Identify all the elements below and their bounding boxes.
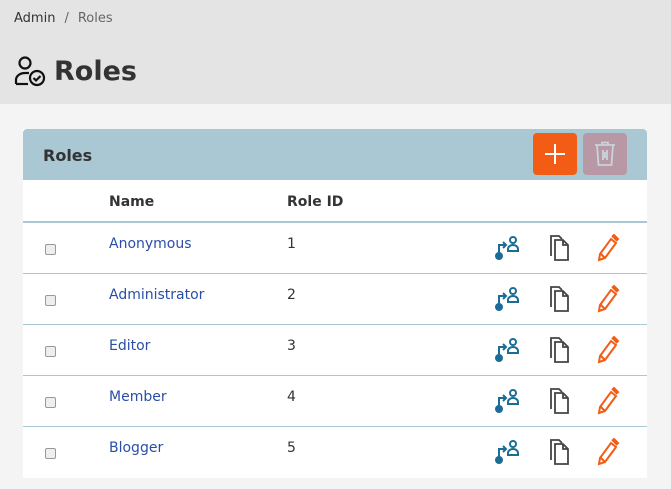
role-id: 3 [287,338,296,354]
table-row: Blogger 5 [23,427,647,478]
copy-icon[interactable] [547,387,573,415]
page-header: Admin / Roles Roles [0,0,671,104]
role-name-link[interactable]: Anonymous [109,236,192,252]
user-check-icon [14,56,46,87]
column-role-id[interactable]: Role ID [287,194,344,210]
assign-user-icon[interactable] [495,336,521,364]
table-row: Member 4 [23,376,647,427]
row-checkbox[interactable] [45,295,56,306]
role-id: 1 [287,236,296,252]
role-name-link[interactable]: Editor [109,338,151,354]
role-name-link[interactable]: Administrator [109,287,205,303]
table-header: Name Role ID [23,180,647,223]
table-row: Administrator 2 [23,274,647,325]
page-title: Roles [54,55,137,87]
table-row: Editor 3 [23,325,647,376]
panel-title: Roles [43,146,93,165]
assign-user-icon[interactable] [495,387,521,415]
role-name-link[interactable]: Member [109,389,167,405]
copy-icon[interactable] [547,285,573,313]
row-checkbox[interactable] [45,244,56,255]
table-row: Anonymous 1 [23,223,647,274]
role-name-link[interactable]: Blogger [109,440,164,456]
role-id: 5 [287,440,296,456]
roles-panel: Roles Name Role ID Anonymous 1 Administr… [23,129,647,478]
copy-icon[interactable] [547,234,573,262]
panel-header: Roles [23,129,647,180]
assign-user-icon[interactable] [495,285,521,313]
edit-icon[interactable] [595,438,621,466]
breadcrumb-separator: / [64,11,69,26]
edit-icon[interactable] [595,336,621,364]
role-id: 4 [287,389,296,405]
row-checkbox[interactable] [45,448,56,459]
edit-icon[interactable] [595,387,621,415]
edit-icon[interactable] [595,234,621,262]
assign-user-icon[interactable] [495,438,521,466]
breadcrumb-roles: Roles [77,11,113,26]
copy-icon[interactable] [547,336,573,364]
plus-icon [545,144,565,164]
row-checkbox[interactable] [45,346,56,357]
copy-icon[interactable] [547,438,573,466]
row-checkbox[interactable] [45,397,56,408]
trash-icon [595,141,615,166]
add-role-button[interactable] [533,133,577,175]
role-id: 2 [287,287,296,303]
breadcrumb-admin[interactable]: Admin [14,11,56,26]
column-name[interactable]: Name [109,194,155,210]
edit-icon[interactable] [595,285,621,313]
breadcrumb: Admin / Roles [14,11,113,26]
assign-user-icon[interactable] [495,234,521,262]
delete-role-button[interactable] [583,133,627,175]
